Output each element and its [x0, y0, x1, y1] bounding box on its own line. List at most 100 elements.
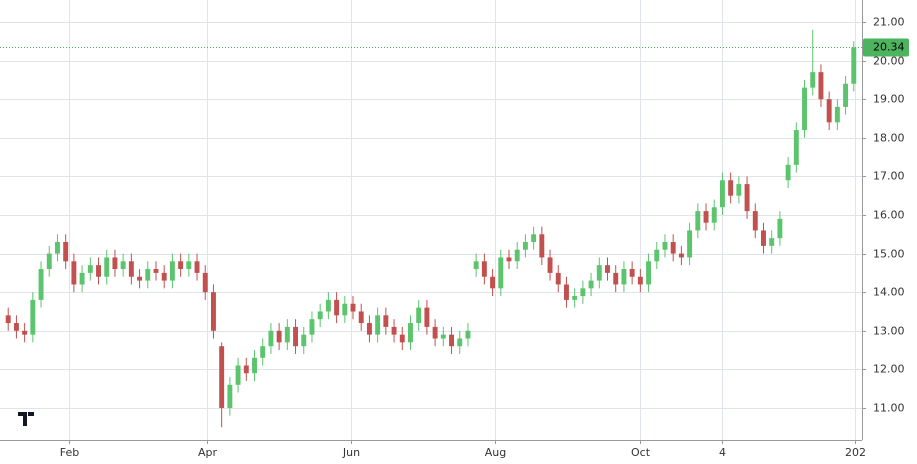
- candle-body: [802, 87, 807, 131]
- candle-body: [153, 269, 159, 273]
- candle-body: [63, 242, 69, 262]
- candle-body: [473, 261, 479, 270]
- candle-body: [531, 234, 537, 242]
- candle-body: [112, 257, 118, 270]
- candle-body: [46, 253, 52, 270]
- candle-body: [588, 280, 594, 289]
- last-price-box: [863, 38, 909, 57]
- candle-body: [687, 230, 693, 258]
- candle-body: [358, 311, 364, 324]
- candle-body: [580, 288, 586, 297]
- candle-body: [104, 257, 110, 277]
- candle-body: [654, 249, 660, 262]
- candle-body: [711, 207, 717, 223]
- candle-body: [736, 184, 742, 196]
- candle-body: [309, 319, 315, 335]
- candle-body: [87, 265, 93, 273]
- y-tick-label: 12.00: [873, 363, 905, 376]
- logo-mark: [18, 412, 34, 426]
- candle-body: [38, 269, 44, 300]
- candle-body: [678, 253, 684, 258]
- candle-body: [810, 72, 816, 88]
- candle-body: [202, 272, 208, 293]
- candle-body: [440, 334, 446, 339]
- candle-body: [465, 330, 471, 339]
- candle-body: [391, 326, 397, 335]
- candle-body: [235, 365, 241, 385]
- candle-body: [219, 346, 225, 408]
- candle-body: [449, 334, 454, 347]
- candle-body: [276, 330, 282, 343]
- candle-body: [506, 257, 512, 262]
- candle-body: [490, 276, 496, 289]
- candle-body: [252, 357, 257, 374]
- candle-body: [210, 292, 216, 331]
- candle-body: [662, 242, 668, 250]
- x-tick-label: 202: [845, 446, 866, 459]
- last-price-label: 20.34: [873, 40, 905, 53]
- candle-body: [334, 299, 340, 316]
- candle-body: [424, 307, 430, 327]
- y-tick-label: 21.00: [873, 16, 905, 29]
- candle-body: [834, 106, 840, 123]
- candle-body: [843, 83, 849, 107]
- candle-body: [514, 249, 520, 262]
- candle-body: [243, 365, 249, 374]
- candle-body: [555, 272, 561, 285]
- candle-body: [383, 315, 389, 327]
- candle-body: [55, 242, 60, 254]
- candle-body: [498, 257, 504, 289]
- grid: [0, 0, 862, 440]
- candle-body: [96, 265, 101, 277]
- y-tick-label: 20.00: [873, 55, 905, 68]
- candle-body: [284, 326, 290, 343]
- candle-body: [169, 261, 175, 281]
- candle-body: [22, 330, 28, 335]
- candle-body: [350, 303, 356, 312]
- candle-body: [301, 334, 307, 347]
- candle-body: [161, 272, 167, 281]
- y-tick-label: 15.00: [873, 248, 905, 261]
- candle-body: [563, 284, 569, 300]
- x-tick-label: Apr: [198, 446, 218, 459]
- y-tick-label: 13.00: [873, 325, 905, 338]
- y-tick-label: 14.00: [873, 286, 905, 299]
- candle-body: [457, 338, 463, 347]
- candle-body: [637, 276, 643, 285]
- candle-body: [621, 269, 627, 285]
- y-tick-label: 17.00: [873, 170, 905, 183]
- logo: [18, 412, 34, 426]
- candle-body: [646, 261, 652, 285]
- candle-body: [268, 330, 274, 347]
- candle-body: [79, 272, 85, 285]
- candle-body: [145, 269, 151, 281]
- candle-body: [186, 261, 192, 270]
- candle-body: [785, 164, 791, 181]
- candle-body: [818, 72, 824, 100]
- candle-body: [375, 315, 381, 335]
- candle-body: [366, 323, 372, 335]
- candle-body: [432, 326, 438, 339]
- candle-body: [120, 261, 126, 270]
- candle-body: [399, 334, 405, 343]
- candle-body: [128, 261, 134, 277]
- candle-body: [5, 315, 11, 324]
- candle-body: [744, 184, 750, 212]
- candle-body: [293, 326, 299, 347]
- candle-body: [752, 211, 758, 231]
- candle-body: [670, 242, 676, 254]
- y-tick-label: 19.00: [873, 93, 905, 106]
- x-tick-label: Aug: [485, 446, 506, 459]
- y-tick-label: 16.00: [873, 209, 905, 222]
- candle-body: [194, 261, 200, 273]
- candle-body: [826, 99, 832, 123]
- candle-body: [547, 257, 553, 273]
- x-tick-label: Feb: [60, 446, 79, 459]
- candle-body: [539, 234, 545, 258]
- y-tick-label: 11.00: [873, 402, 905, 415]
- candle-body: [260, 346, 266, 358]
- candle-body: [596, 265, 602, 281]
- y-tick-label: 18.00: [873, 132, 905, 145]
